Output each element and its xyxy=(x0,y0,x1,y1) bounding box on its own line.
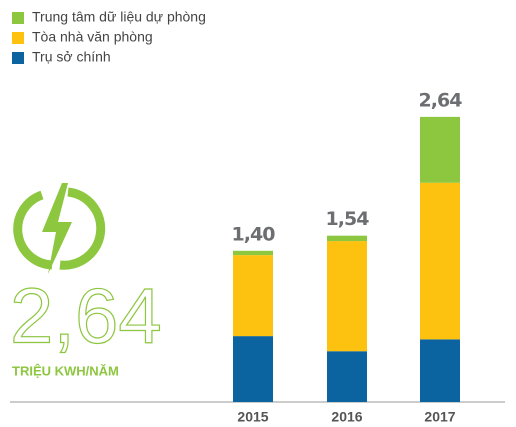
legend-label: Trụ sở chính xyxy=(32,49,111,65)
bar-segment xyxy=(327,351,367,402)
energy-icon xyxy=(13,187,106,270)
total-label: 1,54 xyxy=(326,208,370,230)
bar-segment xyxy=(327,235,367,242)
highlight-value: 2,64 xyxy=(10,272,162,360)
bar-segment xyxy=(420,182,460,340)
bar-segment xyxy=(233,250,273,256)
total-label: 1,40 xyxy=(232,223,276,245)
icon-ring-left xyxy=(13,190,53,270)
legend-label: Trung tâm dữ liệu dự phòng xyxy=(32,9,206,25)
legend-swatch xyxy=(12,12,24,24)
bar-segment xyxy=(420,339,460,402)
icon-bolt xyxy=(42,183,72,274)
x-tick-label: 2015 xyxy=(237,409,268,425)
bar-segment xyxy=(233,336,273,402)
icon-ring-right xyxy=(59,187,106,270)
legend-label: Tòa nhà văn phòng xyxy=(32,29,153,45)
bar-segment xyxy=(233,255,273,337)
legend-swatch xyxy=(12,32,24,44)
highlight-unit: TRIỆU KWH/NĂM xyxy=(12,363,119,378)
total-label: 2,64 xyxy=(419,89,463,111)
bar-segment xyxy=(420,116,460,183)
bar-segment xyxy=(327,241,367,352)
x-tick-label: 2017 xyxy=(424,409,455,425)
legend-swatch xyxy=(12,52,24,64)
x-tick-label: 2016 xyxy=(331,409,362,425)
